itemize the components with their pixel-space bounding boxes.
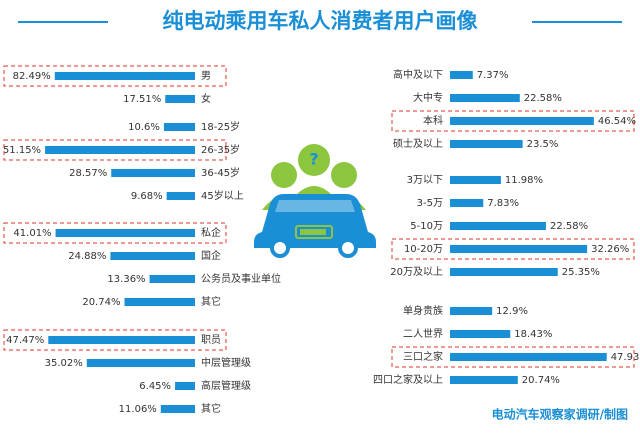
bar [55,229,195,237]
value-label: 9.68% [131,191,163,202]
value-label: 20.74% [82,297,120,308]
bar [450,268,558,276]
highlight-box [391,110,635,132]
category-label: 本科 [423,114,443,127]
value-label: 20.74% [522,375,560,386]
bar [86,359,195,367]
value-label: 25.35% [562,267,600,278]
category-label: 硕士及以上 [393,137,443,150]
value-label: 7.37% [477,70,509,81]
category-label: 国企 [201,249,221,262]
value-label: 51.15% [3,145,41,156]
category-label: 三口之家 [403,350,443,363]
value-label: 47.47% [6,335,44,346]
bar [450,94,520,102]
car-icon: ? [254,144,376,258]
category-label: 二人世界 [403,328,443,340]
category-label: 私企 [201,226,221,239]
value-label: 12.9% [496,306,528,317]
bar [450,140,523,148]
value-label: 41.01% [13,228,51,239]
category-label: 10-20万 [404,244,443,255]
value-label: 82.49% [13,71,51,82]
bar [166,192,195,200]
value-label: 35.02% [45,358,83,369]
bar [450,353,607,361]
bar [110,252,195,260]
category-label: 男 [201,70,211,82]
bar [54,72,195,80]
highlight-box [3,65,227,87]
bar [163,123,195,131]
value-label: 11.06% [119,404,157,415]
bar [450,199,484,207]
value-label: 6.45% [139,381,171,392]
category-label: 18-25岁 [201,120,240,133]
value-label: 17.51% [123,94,161,105]
category-label: 中层管理级 [201,356,251,369]
bar [450,222,546,230]
category-label: 女 [201,92,211,105]
bar [450,245,588,253]
bar [45,146,195,154]
bar [450,330,511,338]
value-label: 11.98% [505,175,543,186]
category-label: 单身贵族 [403,304,443,317]
category-label: 45岁以上 [201,189,244,202]
category-label: 3万以下 [407,175,443,186]
highlight-box [3,222,227,244]
value-label: 10.6% [128,122,160,133]
bar [48,336,196,344]
category-label: 公务员及事业单位 [201,272,281,285]
value-label: 22.58% [550,221,588,232]
bar [450,307,493,315]
value-label: 18.43% [514,329,552,340]
value-label: 7.83% [487,198,519,209]
category-label: 四口之家及以上 [373,373,443,386]
title: 纯电动乘用车私人消费者用户画像 [163,9,479,33]
category-label: 大中专 [413,91,443,104]
highlight-box [391,346,635,368]
source-note: 电动汽车观察家调研/制图 [492,407,628,422]
bar [124,298,195,306]
highlight-box [391,238,635,260]
bar [160,405,195,413]
highlight-box [3,139,227,161]
bar [111,169,195,177]
highlight-box [3,329,227,351]
value-label: 24.88% [68,251,106,262]
bar [149,275,195,283]
category-label: 高中及以下 [393,68,443,81]
category-label: 高层管理级 [201,379,251,392]
bar [450,117,594,125]
value-label: 13.36% [107,274,145,285]
category-label: 3-5万 [417,198,443,209]
svg-text:?: ? [309,150,318,169]
category-label: 36-45岁 [201,166,240,179]
value-label: 46.54% [598,116,636,127]
value-label: 22.58% [524,93,562,104]
bar [450,176,501,184]
category-label: 其它 [201,402,221,415]
bar [175,382,195,390]
value-label: 23.5% [527,139,559,150]
category-label: 20万及以上 [390,266,443,278]
bar [165,95,195,103]
bar [450,376,518,384]
category-label: 26-35岁 [201,143,240,156]
bar [450,71,473,79]
category-label: 职员 [201,334,221,346]
value-label: 32.26% [591,244,629,255]
value-label: 28.57% [69,168,107,179]
category-label: 其它 [201,295,221,308]
category-label: 5-10万 [410,221,443,232]
value-label: 47.93% [611,352,640,363]
